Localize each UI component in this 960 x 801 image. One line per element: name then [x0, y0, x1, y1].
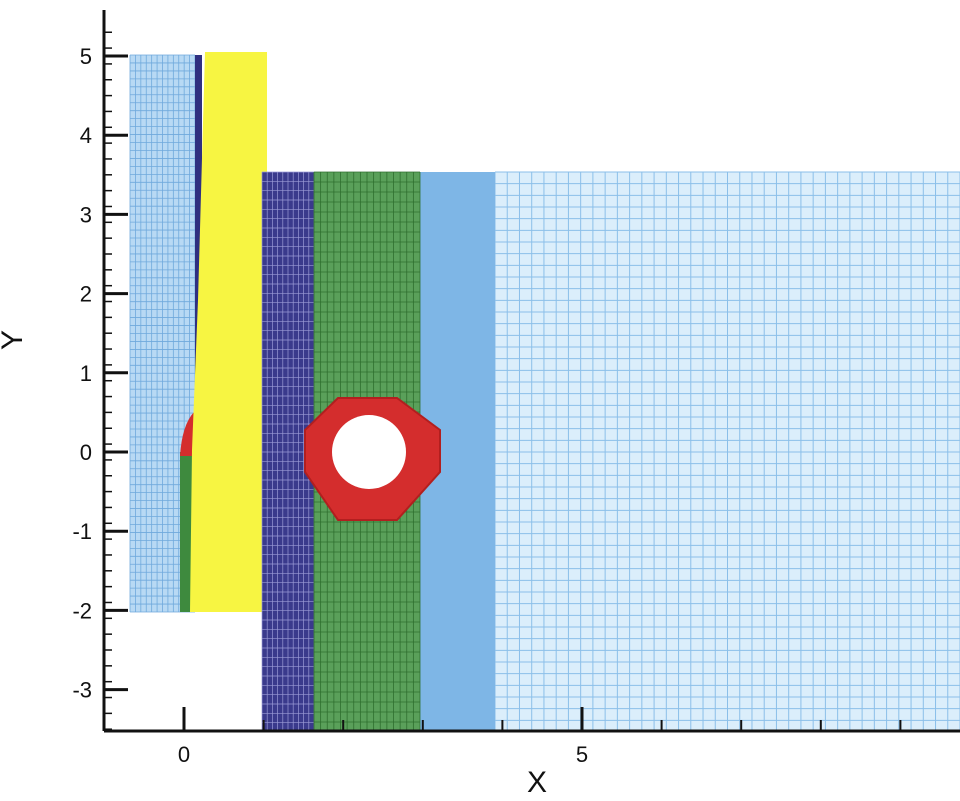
- mesh-blocks: [129, 52, 960, 731]
- x-tick-label: 5: [576, 742, 588, 767]
- y-tick-label: -3: [72, 678, 92, 703]
- yellow-mesh-block: [190, 52, 267, 612]
- x-tick-label: 0: [178, 742, 190, 767]
- upstream-red-cap: [180, 412, 194, 456]
- y-tick-label: 4: [80, 123, 92, 148]
- y-tick-label: 5: [80, 44, 92, 69]
- x-axis-title: X: [527, 766, 547, 799]
- y-ticks: 5 4 3 2 1 0 -1 -2 -3: [72, 31, 128, 730]
- y-tick-label: -1: [72, 519, 92, 544]
- cylinder-hole: [332, 415, 406, 489]
- y-axis-title: Y: [0, 330, 29, 350]
- y-tick-label: 2: [80, 282, 92, 307]
- upstream-navy-strip: [195, 55, 202, 452]
- y-tick-label: 0: [80, 440, 92, 465]
- y-tick-label: -2: [72, 598, 92, 623]
- downstream-mesh-lines: [494, 171, 960, 731]
- y-tick-label: 3: [80, 202, 92, 227]
- y-tick-label: 1: [80, 361, 92, 386]
- red-octagon-rim: [304, 397, 441, 521]
